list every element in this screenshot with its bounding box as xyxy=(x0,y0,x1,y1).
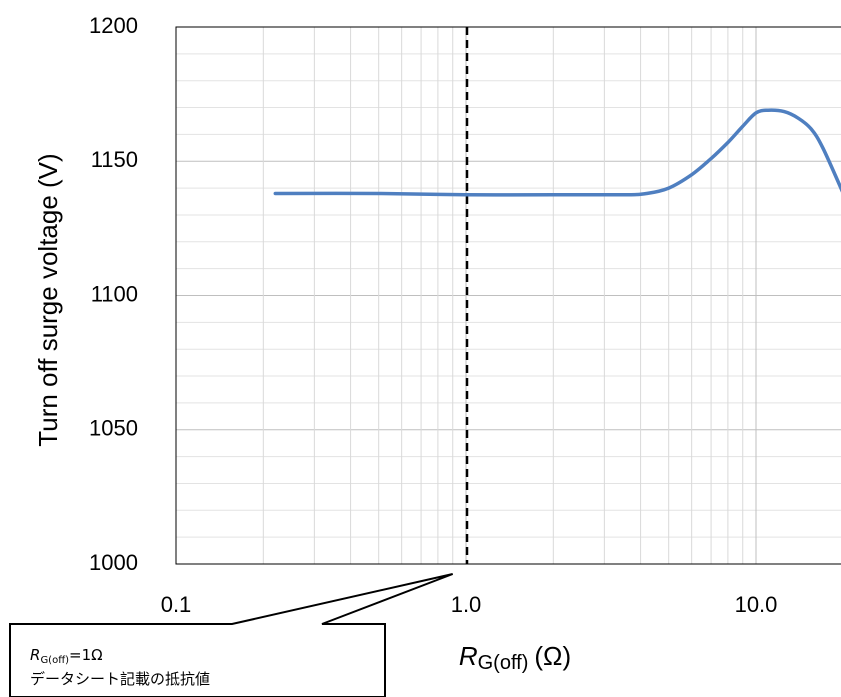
x-axis-title-main: R xyxy=(459,641,478,671)
x-tick-label: 0.1 xyxy=(161,592,192,617)
y-tick-label: 1200 xyxy=(89,13,138,38)
y-tick-labels: 1000 1050 1100 1150 1200 xyxy=(89,13,138,575)
y-tick-label: 1100 xyxy=(91,281,138,306)
x-tick-labels: 0.1 1.0 10.0 xyxy=(161,592,778,617)
grid xyxy=(176,27,841,564)
y-tick-label: 1000 xyxy=(89,550,138,575)
x-axis-title: RG(off) (Ω) xyxy=(459,641,571,674)
callout-line-1: RG(off)=1Ω xyxy=(30,646,103,666)
callout: RG(off)=1Ω データシート記載の抵抗値 xyxy=(9,573,454,697)
plot-area-border xyxy=(175,26,841,565)
x-axis-title-unit: (Ω) xyxy=(534,641,571,671)
y-tick-label: 1050 xyxy=(89,416,138,441)
x-axis-title-sub: G(off) xyxy=(478,652,529,674)
y-axis-title: Turn off surge voltage (V) xyxy=(33,153,63,446)
y-tick-label: 1150 xyxy=(91,147,138,172)
callout-line-2: データシート記載の抵抗値 xyxy=(30,670,210,688)
series-line xyxy=(273,108,841,197)
x-tick-label: 10.0 xyxy=(735,592,778,617)
x-tick-label: 1.0 xyxy=(451,592,482,617)
callout-box xyxy=(9,573,454,697)
